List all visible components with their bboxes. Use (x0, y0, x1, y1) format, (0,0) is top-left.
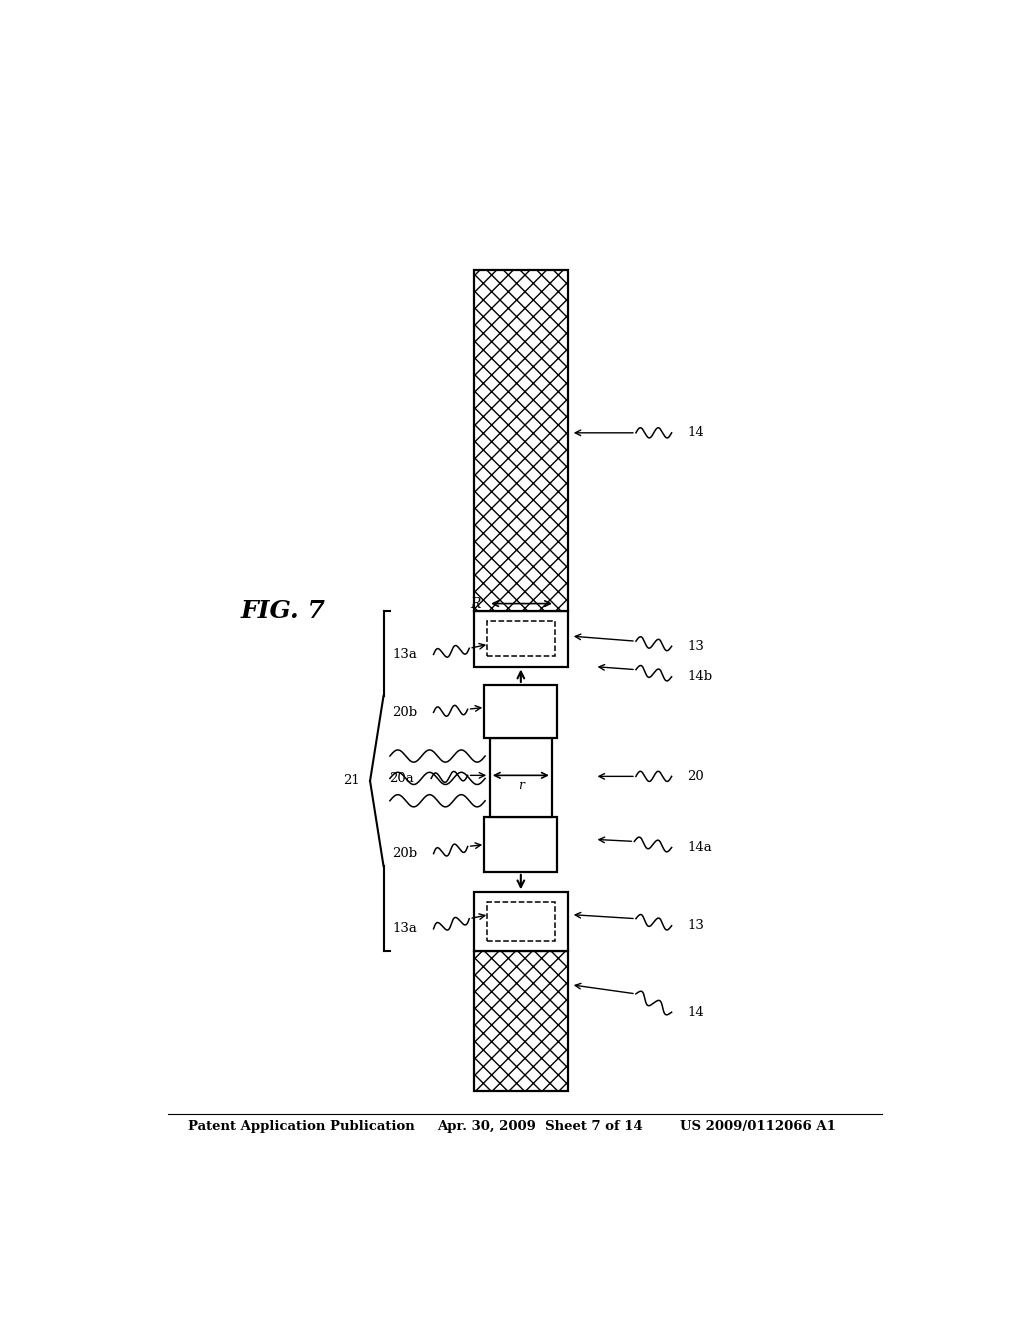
Text: 20a: 20a (389, 772, 414, 785)
Bar (484, 685, 557, 738)
Bar (474, 952, 567, 1092)
Bar (474, 892, 567, 952)
Bar (474, 271, 567, 611)
Text: 13: 13 (687, 640, 705, 653)
Text: 20: 20 (687, 770, 705, 783)
Text: Apr. 30, 2009  Sheet 7 of 14: Apr. 30, 2009 Sheet 7 of 14 (437, 1119, 643, 1133)
Text: 14: 14 (687, 1006, 705, 1019)
Text: 14b: 14b (687, 671, 713, 684)
Text: R: R (471, 597, 481, 611)
Bar (486, 903, 555, 941)
Text: Patent Application Publication: Patent Application Publication (187, 1119, 415, 1133)
Text: 20b: 20b (392, 706, 418, 719)
Bar (486, 620, 555, 656)
Text: r: r (518, 779, 524, 792)
Bar (489, 738, 552, 817)
Text: 13a: 13a (393, 648, 418, 661)
Text: 13a: 13a (393, 923, 418, 936)
Bar (484, 817, 557, 873)
Text: US 2009/0112066 A1: US 2009/0112066 A1 (680, 1119, 836, 1133)
Text: 20b: 20b (392, 847, 418, 861)
Text: 14a: 14a (687, 841, 713, 854)
Text: 21: 21 (343, 774, 359, 787)
Bar (474, 611, 567, 667)
Text: 14: 14 (687, 426, 705, 440)
Text: 13: 13 (687, 919, 705, 932)
Text: FIG. 7: FIG. 7 (241, 599, 326, 623)
